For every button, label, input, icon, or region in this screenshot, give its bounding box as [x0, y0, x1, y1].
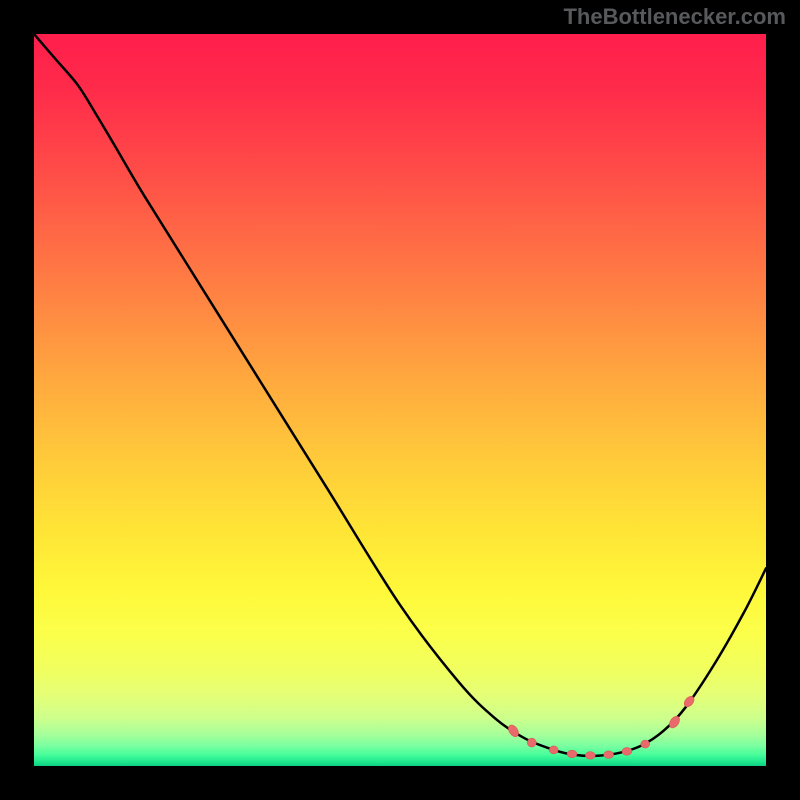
highlight-marker — [549, 746, 558, 754]
chart-background — [34, 34, 766, 766]
highlight-marker — [641, 740, 650, 748]
highlight-marker — [622, 747, 632, 755]
highlight-marker — [604, 751, 614, 759]
chart-svg — [0, 0, 800, 800]
highlight-marker — [567, 750, 577, 758]
highlight-marker — [527, 738, 536, 747]
watermark-text: TheBottlenecker.com — [563, 4, 786, 30]
chart-frame: TheBottlenecker.com — [0, 0, 800, 800]
highlight-marker — [585, 752, 595, 760]
